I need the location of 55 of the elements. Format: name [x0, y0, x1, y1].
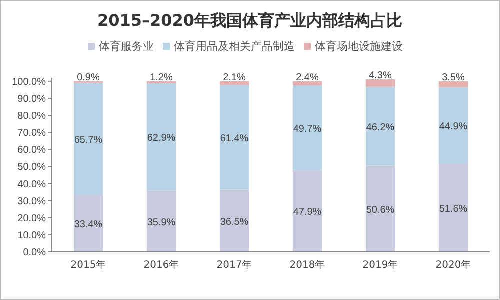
legend-label: 体育服务业 [99, 40, 154, 53]
data-label: 65.7% [74, 134, 103, 146]
legend-label: 体育用品及相关产品制造 [174, 40, 295, 53]
y-tick-label: 20.0% [18, 213, 46, 224]
chart-title: 2015–2020年我国体育产业内部结构占比 [97, 11, 403, 30]
bar [292, 170, 322, 252]
y-tick-label: 70.0% [18, 128, 46, 140]
data-label: 2.1% [223, 72, 246, 84]
data-label: 44.9% [439, 122, 468, 133]
x-tick-label: 2020年 [436, 259, 472, 271]
legend-label: 体育场地设施建设 [315, 40, 403, 53]
data-label: 62.9% [147, 133, 176, 144]
data-label: 0.9% [77, 72, 100, 84]
bar [292, 81, 322, 86]
bar [220, 81, 250, 85]
data-label: 49.7% [293, 124, 322, 135]
bar [74, 82, 104, 196]
y-tick-label: 40.0% [18, 179, 46, 190]
x-tick-label: 2017年 [216, 259, 252, 271]
data-label: 4.3% [369, 70, 392, 82]
y-tick-label: 60.0% [18, 145, 46, 156]
data-label: 2.4% [296, 72, 320, 84]
y-tick-label: 10.0% [18, 230, 46, 242]
data-label: 36.5% [220, 216, 249, 228]
y-tick-label: 90.0% [18, 94, 46, 105]
bar [220, 190, 250, 252]
data-label: 3.5% [442, 72, 466, 84]
y-tick-label: 100.0% [12, 76, 46, 88]
bar [366, 166, 396, 252]
bar [74, 195, 104, 252]
bar [146, 190, 176, 252]
data-label: 35.9% [147, 217, 176, 228]
bar [366, 86, 396, 166]
bar [292, 86, 322, 170]
bar [366, 80, 396, 87]
x-tick-label: 2015年 [70, 259, 106, 271]
data-label: 1.2% [150, 72, 174, 84]
data-label: 47.9% [293, 207, 322, 218]
bar [220, 84, 250, 190]
data-label: 51.6% [439, 204, 468, 215]
data-label: 50.6% [366, 204, 395, 216]
data-label: 33.4% [74, 220, 103, 231]
y-tick-label: 0.0% [23, 248, 46, 258]
y-tick-label: 80.0% [18, 111, 46, 122]
y-tick-label: 30.0% [18, 196, 46, 208]
data-label: 46.2% [366, 122, 395, 134]
y-tick-label: 50.0% [18, 162, 46, 174]
bar [146, 83, 176, 191]
bar [438, 81, 468, 88]
x-tick-label: 2018年 [290, 259, 326, 271]
bar [438, 164, 468, 252]
x-tick-label: 2019年 [362, 259, 398, 271]
data-label: 61.4% [220, 133, 249, 144]
bar [438, 87, 468, 164]
x-tick-label: 2016年 [144, 259, 180, 271]
